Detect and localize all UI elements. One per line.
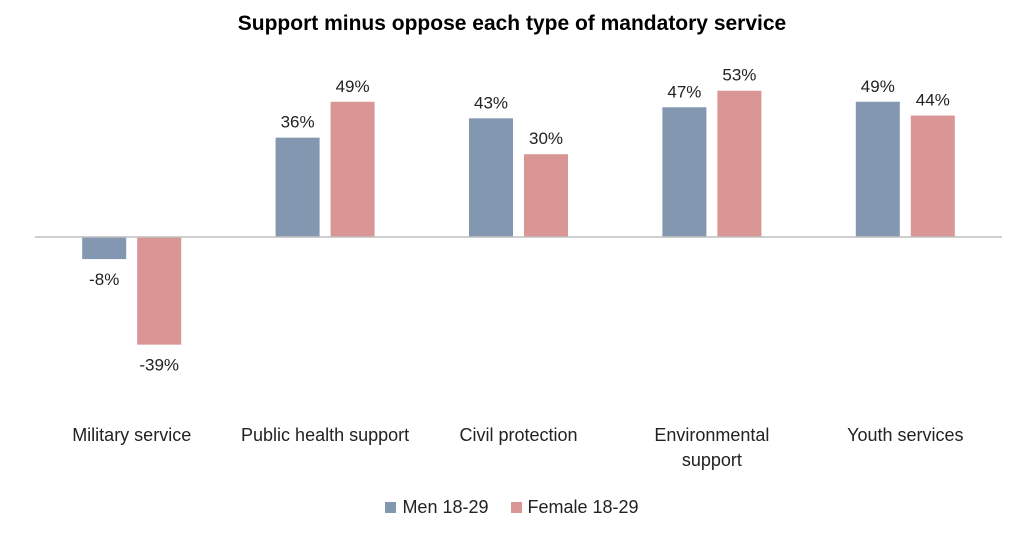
legend-label-female: Female 18-29 [527, 497, 639, 517]
data-label: 53% [722, 66, 756, 85]
data-label: 49% [336, 77, 370, 96]
legend-item-men: Men 18-29 [385, 497, 489, 518]
category-label: Environmental [654, 425, 769, 445]
legend: Men 18-29 Female 18-29 [0, 497, 1024, 518]
data-label: 36% [281, 113, 315, 132]
data-label: 30% [529, 129, 563, 148]
bar [717, 90, 762, 237]
data-label: 47% [667, 82, 701, 101]
data-label: 43% [474, 93, 508, 112]
data-label: 49% [861, 77, 895, 96]
bar [275, 137, 320, 237]
data-label: -8% [89, 270, 119, 289]
bar [662, 107, 707, 237]
data-label: 44% [916, 91, 950, 110]
chart-plot: -8% -39% Military service 36% 49% Public heal… [35, 66, 1002, 470]
chart-title: Support minus oppose each type of mandat… [237, 12, 787, 35]
category-label: Civil protection [459, 425, 577, 445]
data-label: -39% [139, 356, 179, 375]
category-label: Youth services [847, 425, 963, 445]
category-label: Military service [72, 425, 191, 445]
bar [855, 101, 900, 237]
bar [330, 101, 375, 237]
legend-swatch-men [385, 502, 397, 513]
legend-label-men: Men 18-29 [402, 497, 489, 517]
bar [524, 154, 568, 237]
legend-item-female: Female 18-29 [510, 497, 639, 518]
legend-swatch-female [510, 502, 522, 513]
bar [137, 237, 182, 345]
bar [910, 115, 955, 237]
bar [82, 237, 127, 260]
bar [469, 118, 513, 237]
category-label: support [682, 450, 742, 470]
category-label: Public health support [241, 425, 409, 445]
